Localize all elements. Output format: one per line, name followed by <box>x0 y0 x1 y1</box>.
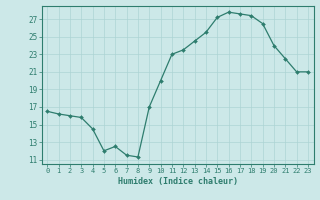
X-axis label: Humidex (Indice chaleur): Humidex (Indice chaleur) <box>118 177 237 186</box>
